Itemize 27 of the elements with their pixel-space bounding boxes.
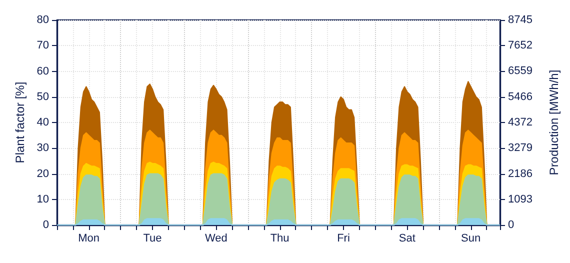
y2-tick-label: 6559: [508, 65, 532, 78]
y2-tick-label: 0: [508, 219, 514, 231]
y2-tick-label: 7652: [508, 40, 532, 52]
y-tick-label: 80: [36, 14, 49, 26]
y2-tick-label: 5466: [508, 90, 532, 103]
x-tick-label: Sat: [398, 232, 416, 244]
y-tick-label: 60: [36, 65, 49, 78]
y2-tick-label: 4372: [508, 116, 532, 129]
y-axis-title: Plant factor [%]: [12, 82, 27, 164]
y-tick-label: 0: [42, 219, 49, 231]
y2-axis-title: Production [MWh/h]: [547, 70, 561, 176]
y-tick-label: 20: [36, 168, 49, 180]
y-tick-label: 40: [36, 116, 49, 128]
x-tick-label: Mon: [78, 232, 100, 244]
x-tick-label: Thu: [270, 232, 290, 244]
x-tick-label: Tue: [143, 232, 162, 244]
y2-tick-label: 3279: [508, 142, 532, 154]
y-tick-label: 30: [36, 142, 49, 154]
y-tick-label: 10: [36, 193, 49, 206]
x-tick-label: Fri: [337, 232, 350, 244]
y-tick-label: 50: [36, 90, 49, 103]
x-tick-label: Wed: [204, 232, 228, 244]
x-tick-label: Sun: [461, 232, 481, 244]
y2-tick-label: 2186: [508, 168, 532, 180]
y2-tick-label: 8745: [508, 14, 532, 26]
y-tick-label: 70: [36, 40, 49, 52]
y2-tick-label: 1093: [508, 193, 532, 206]
